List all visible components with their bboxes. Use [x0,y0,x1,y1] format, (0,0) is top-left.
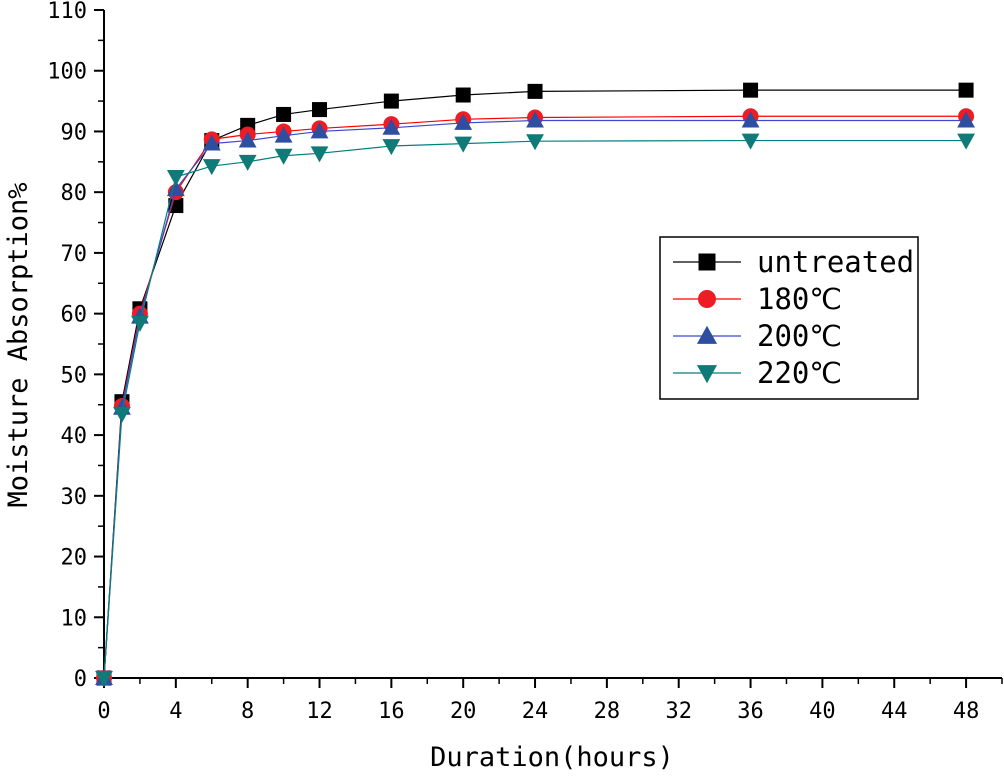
y-tick-label: 90 [61,120,88,145]
y-tick-label: 30 [61,485,88,510]
data-point [202,159,221,176]
x-tick-label: 24 [522,699,549,724]
y-tick-label: 70 [61,242,88,267]
y-tick-label: 60 [61,303,88,328]
data-point [957,133,975,150]
y-tick-label: 50 [61,363,88,388]
data-point [131,315,149,332]
data-point [312,102,328,118]
legend-label: 180℃ [757,282,842,316]
x-tick-label: 32 [665,699,692,724]
legend-marker [698,253,716,271]
data-point [274,148,293,165]
x-tick-label: 44 [881,699,908,724]
data-point [310,146,329,163]
data-point [95,671,113,688]
y-tick-label: 110 [47,0,87,24]
y-tick-label: 10 [61,606,88,631]
y-tick-label: 80 [61,181,88,206]
x-tick-label: 28 [594,699,621,724]
x-tick-label: 12 [306,699,333,724]
data-point [958,82,974,98]
data-point [526,134,544,151]
series-3 [95,133,975,688]
y-tick-label: 100 [47,60,87,85]
data-point [382,139,401,156]
data-point [743,82,759,98]
legend-marker [696,365,718,384]
legend-label: 200℃ [757,319,842,353]
legend-label: 220℃ [757,356,842,390]
data-point [310,122,329,139]
data-point [454,136,473,153]
legend-marker [698,290,716,308]
x-tick-label: 20 [450,699,477,724]
data-point [202,134,221,151]
x-axis-title: Duration(hours) [430,742,674,773]
data-point [526,111,544,128]
data-point [238,154,257,171]
legend-label: untreated [757,245,914,279]
data-point [957,111,975,128]
series-layer [95,82,975,688]
x-tick-label: 16 [378,699,405,724]
data-point [741,111,760,128]
y-tick-label: 40 [61,424,88,449]
x-tick-label: 4 [169,699,182,724]
series-line [103,139,967,679]
y-tick-label: 0 [74,667,87,692]
x-tick-label: 36 [737,699,764,724]
legend-marker [696,325,718,344]
x-tick-label: 0 [97,699,110,724]
y-axis-title: Moisture Absorption% [3,182,34,507]
x-tick-label: 48 [953,699,980,724]
data-point [383,93,399,109]
data-point [454,113,473,130]
data-point [274,126,293,143]
data-point [527,83,543,99]
x-tick-label: 40 [809,699,836,724]
y-tick-label: 20 [61,546,88,571]
data-point [276,106,292,122]
data-point [166,170,185,187]
x-tick-label: 8 [241,699,254,724]
data-point [382,118,401,135]
data-point [238,131,257,148]
data-point [113,406,131,423]
data-point [455,87,471,103]
data-point [741,133,760,150]
